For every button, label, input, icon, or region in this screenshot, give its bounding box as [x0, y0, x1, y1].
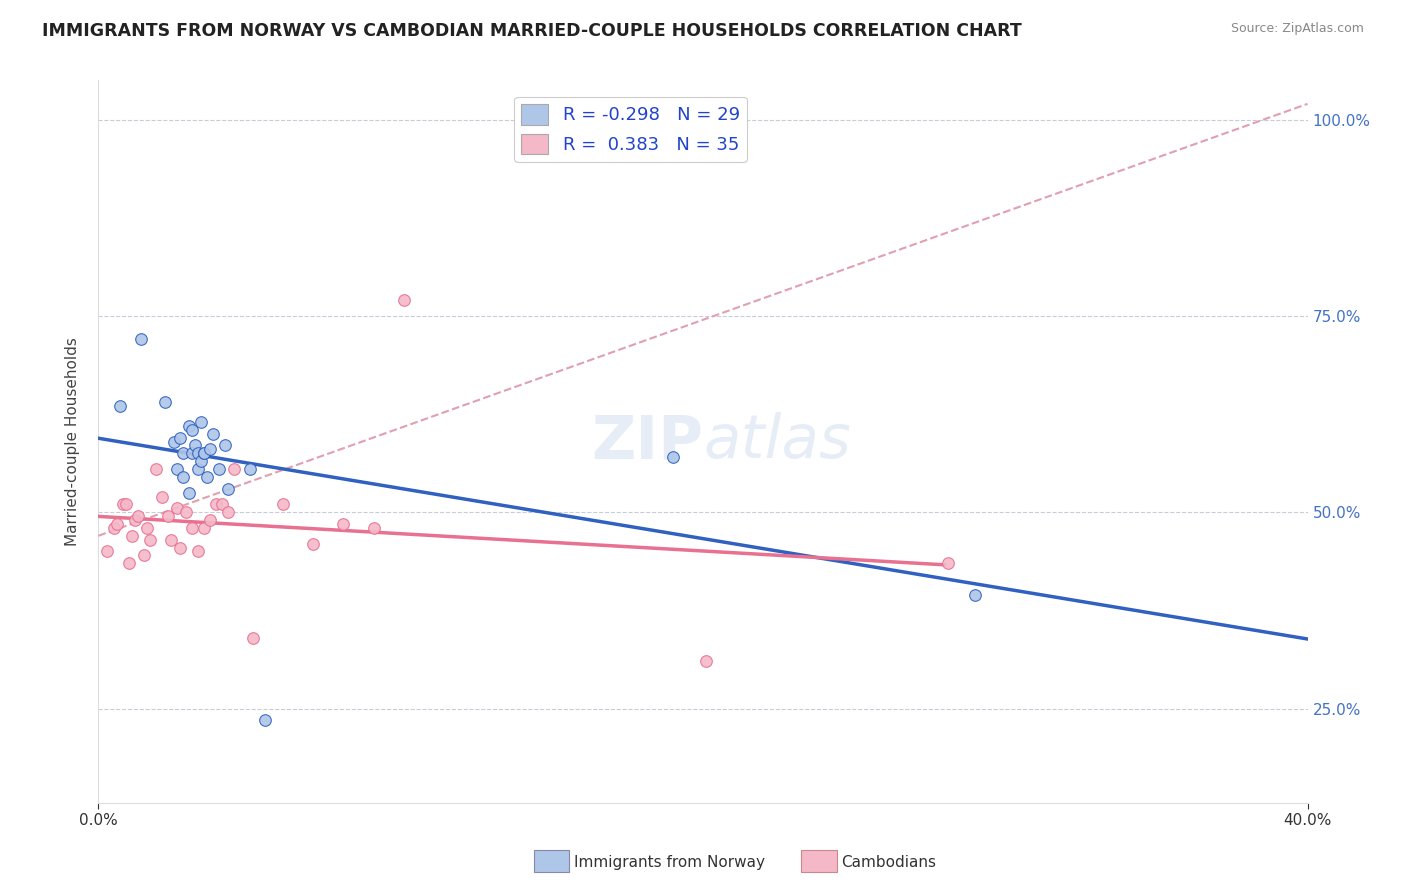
Point: [135, 521, 157, 535]
Point: [187, 544, 209, 558]
Point: [139, 533, 162, 547]
Point: [363, 521, 385, 535]
Y-axis label: Married-couple Households: Married-couple Households: [65, 337, 80, 546]
Point: [211, 497, 233, 511]
Text: Cambodians: Cambodians: [841, 855, 936, 870]
Point: [187, 462, 209, 476]
Point: [179, 418, 201, 433]
Point: [153, 395, 176, 409]
Point: [121, 529, 143, 543]
Point: [965, 588, 987, 602]
Point: [181, 446, 204, 460]
Point: [166, 501, 188, 516]
Point: [108, 399, 131, 413]
Text: IMMIGRANTS FROM NORWAY VS CAMBODIAN MARRIED-COUPLE HOUSEHOLDS CORRELATION CHART: IMMIGRANTS FROM NORWAY VS CAMBODIAN MARR…: [42, 22, 1022, 40]
Point: [200, 513, 222, 527]
Point: [156, 509, 179, 524]
Point: [190, 415, 212, 429]
Point: [174, 505, 197, 519]
Point: [271, 497, 294, 511]
Point: [239, 462, 262, 476]
Text: atlas: atlas: [703, 412, 851, 471]
Point: [208, 462, 231, 476]
Point: [242, 631, 264, 645]
Point: [132, 549, 155, 563]
Point: [217, 505, 239, 519]
Point: [150, 490, 173, 504]
Text: ZIP: ZIP: [591, 412, 703, 471]
Point: [200, 442, 222, 457]
Point: [302, 536, 325, 550]
Point: [184, 438, 207, 452]
Point: [193, 521, 215, 535]
Point: [118, 556, 141, 570]
Point: [392, 293, 415, 308]
Point: [114, 497, 136, 511]
Point: [224, 462, 246, 476]
Text: Immigrants from Norway: Immigrants from Norway: [574, 855, 765, 870]
Point: [103, 521, 125, 535]
Point: [105, 516, 128, 531]
Point: [111, 497, 134, 511]
Text: Source: ZipAtlas.com: Source: ZipAtlas.com: [1230, 22, 1364, 36]
Point: [172, 470, 194, 484]
Point: [190, 454, 212, 468]
Point: [936, 556, 959, 570]
Point: [187, 446, 209, 460]
Point: [163, 434, 186, 449]
Point: [202, 426, 225, 441]
Point: [205, 497, 228, 511]
Point: [160, 533, 183, 547]
Legend: R = -0.298   N = 29, R =  0.383   N = 35: R = -0.298 N = 29, R = 0.383 N = 35: [515, 96, 747, 161]
Point: [169, 431, 191, 445]
Point: [193, 446, 215, 460]
Point: [214, 438, 236, 452]
Point: [695, 655, 717, 669]
Point: [195, 470, 218, 484]
Point: [129, 333, 152, 347]
Point: [193, 446, 215, 460]
Point: [217, 482, 239, 496]
Point: [166, 462, 188, 476]
Point: [181, 423, 204, 437]
Point: [181, 521, 204, 535]
Point: [172, 446, 194, 460]
Point: [179, 485, 201, 500]
Point: [253, 714, 276, 728]
Point: [661, 450, 683, 465]
Point: [145, 462, 167, 476]
Point: [96, 544, 118, 558]
Point: [332, 516, 354, 531]
Point: [169, 541, 191, 555]
Point: [127, 509, 149, 524]
Point: [124, 513, 146, 527]
